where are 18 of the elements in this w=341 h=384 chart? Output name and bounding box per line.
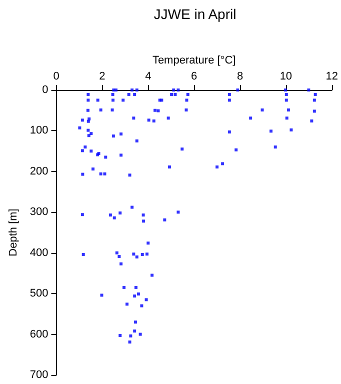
y-tick-label: 700 — [30, 369, 48, 381]
y-tick-label: 500 — [30, 288, 48, 300]
x-tick-label: 6 — [191, 70, 198, 82]
x-tick-label: 0 — [53, 70, 60, 82]
x-tick-label: 12 — [326, 70, 338, 82]
y-axis-title: Depth [m] — [8, 208, 20, 256]
y-tick-label: 300 — [30, 206, 48, 218]
chart-title: JJWE in April — [154, 6, 236, 22]
x-tick-label: 10 — [280, 70, 292, 82]
y-tick-label: 100 — [30, 124, 48, 137]
y-tick-label: 600 — [30, 328, 48, 340]
y-tick-label: 400 — [30, 246, 48, 259]
x-tick-label: 8 — [236, 70, 244, 82]
x-tick-label: 2 — [99, 70, 106, 82]
y-tick-label: 200 — [30, 165, 48, 178]
y-tick-label: 0 — [42, 84, 48, 96]
x-axis-title: Temperature [°C] — [152, 54, 236, 67]
x-tick-label: 4 — [145, 70, 152, 82]
